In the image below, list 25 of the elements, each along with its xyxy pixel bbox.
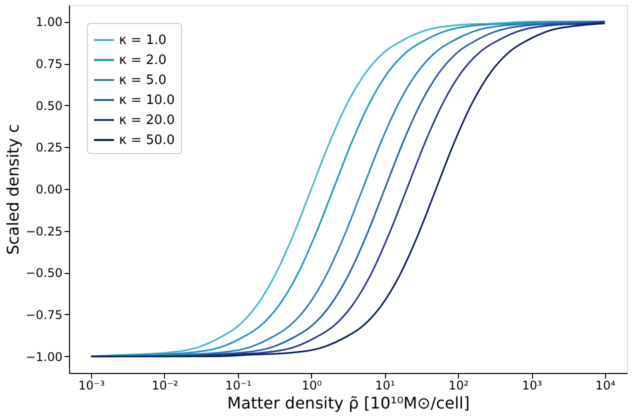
y-tick-label: 0.75 bbox=[36, 57, 62, 72]
x-axis-title: Matter density ρ̃ [10¹⁰M⊙/cell] bbox=[227, 394, 470, 412]
legend-label: κ = 5.0 bbox=[119, 73, 166, 88]
legend-label: κ = 10.0 bbox=[119, 93, 175, 108]
y-tick-label: 0.00 bbox=[36, 182, 62, 196]
x-tick-label: 10⁻² bbox=[152, 378, 178, 392]
y-tick-label: 0.50 bbox=[36, 98, 62, 113]
x-tick-label: 10¹ bbox=[375, 378, 396, 392]
x-tick-label: 10⁰ bbox=[302, 378, 322, 392]
legend-label: κ = 1.0 bbox=[119, 33, 166, 48]
legend-label: κ = 2.0 bbox=[119, 53, 166, 68]
x-tick-label: 10⁴ bbox=[595, 378, 616, 392]
y-tick-label: −1.00 bbox=[26, 350, 62, 364]
y-tick-label: 0.25 bbox=[36, 140, 62, 155]
x-tick-label: 10⁻³ bbox=[78, 378, 105, 392]
x-tick-label: 10³ bbox=[522, 378, 542, 392]
legend-label: κ = 20.0 bbox=[119, 113, 175, 128]
y-tick-label: −0.50 bbox=[26, 266, 62, 280]
legend-label: κ = 50.0 bbox=[119, 133, 175, 148]
x-tick-label: 10² bbox=[448, 378, 469, 392]
y-tick-label: −0.75 bbox=[26, 308, 62, 322]
y-tick-label: 1.00 bbox=[36, 15, 62, 30]
y-tick-label: −0.25 bbox=[26, 224, 62, 238]
x-tick-label: 10⁻¹ bbox=[225, 378, 252, 392]
y-axis-title: Scaled density c bbox=[4, 124, 23, 255]
